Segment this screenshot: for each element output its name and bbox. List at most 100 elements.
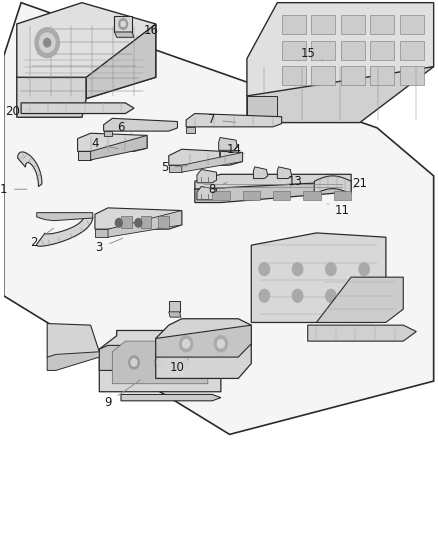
Circle shape: [121, 21, 125, 27]
Text: 3: 3: [95, 238, 123, 254]
Polygon shape: [17, 3, 156, 99]
Circle shape: [326, 289, 336, 302]
Polygon shape: [197, 169, 216, 183]
Polygon shape: [78, 133, 147, 151]
Polygon shape: [95, 208, 182, 229]
Polygon shape: [78, 151, 91, 160]
Polygon shape: [156, 325, 251, 357]
Polygon shape: [114, 16, 132, 32]
Polygon shape: [18, 152, 42, 187]
FancyBboxPatch shape: [273, 191, 290, 200]
Polygon shape: [247, 67, 434, 123]
Polygon shape: [4, 3, 434, 434]
Circle shape: [259, 263, 269, 276]
Polygon shape: [400, 66, 424, 85]
Circle shape: [359, 289, 369, 302]
FancyBboxPatch shape: [243, 191, 260, 200]
Polygon shape: [308, 325, 416, 341]
Circle shape: [214, 336, 227, 352]
Circle shape: [135, 219, 142, 227]
FancyBboxPatch shape: [141, 216, 152, 228]
Circle shape: [293, 289, 303, 302]
Polygon shape: [370, 15, 394, 34]
Polygon shape: [36, 215, 93, 246]
Polygon shape: [251, 233, 386, 322]
Polygon shape: [370, 41, 394, 60]
Text: 2: 2: [30, 228, 53, 249]
Polygon shape: [370, 66, 394, 85]
Polygon shape: [247, 96, 277, 123]
Polygon shape: [400, 41, 424, 60]
Polygon shape: [186, 127, 195, 133]
Polygon shape: [277, 167, 292, 179]
Circle shape: [183, 340, 190, 348]
Text: 7: 7: [208, 114, 236, 126]
FancyBboxPatch shape: [334, 191, 351, 200]
Polygon shape: [169, 312, 181, 317]
Circle shape: [44, 38, 51, 47]
Polygon shape: [197, 187, 216, 200]
Polygon shape: [37, 213, 93, 221]
Polygon shape: [400, 15, 424, 34]
Polygon shape: [104, 131, 112, 136]
Polygon shape: [169, 165, 182, 172]
Polygon shape: [282, 66, 306, 85]
Polygon shape: [47, 324, 99, 357]
Polygon shape: [219, 138, 237, 150]
Polygon shape: [47, 352, 99, 370]
Polygon shape: [311, 15, 335, 34]
Polygon shape: [341, 66, 364, 85]
Polygon shape: [169, 149, 243, 165]
Circle shape: [180, 336, 193, 352]
Polygon shape: [112, 341, 208, 384]
Polygon shape: [316, 277, 403, 322]
Circle shape: [326, 263, 336, 276]
Text: 20: 20: [5, 106, 27, 118]
Circle shape: [359, 263, 369, 276]
Polygon shape: [186, 114, 282, 127]
Text: 16: 16: [137, 25, 159, 37]
Circle shape: [39, 33, 55, 52]
Polygon shape: [282, 41, 306, 60]
Polygon shape: [114, 32, 134, 37]
Circle shape: [217, 340, 224, 348]
Polygon shape: [314, 176, 351, 194]
Polygon shape: [17, 77, 86, 117]
Text: 13: 13: [287, 175, 302, 188]
Polygon shape: [311, 66, 335, 85]
Circle shape: [155, 356, 165, 369]
Polygon shape: [104, 118, 177, 131]
Text: 5: 5: [161, 161, 188, 174]
Text: 4: 4: [91, 138, 118, 150]
Circle shape: [157, 359, 163, 366]
Polygon shape: [311, 41, 335, 60]
Text: 1: 1: [0, 183, 27, 196]
Text: 21: 21: [352, 177, 367, 190]
Polygon shape: [219, 150, 220, 156]
Polygon shape: [195, 181, 351, 203]
Polygon shape: [247, 3, 434, 96]
Circle shape: [181, 356, 191, 369]
FancyBboxPatch shape: [212, 191, 230, 200]
Polygon shape: [91, 135, 147, 160]
Circle shape: [119, 19, 127, 29]
Text: 11: 11: [328, 204, 350, 217]
Text: 15: 15: [300, 47, 322, 60]
Polygon shape: [121, 394, 221, 401]
Polygon shape: [156, 319, 251, 378]
Polygon shape: [182, 152, 243, 172]
Polygon shape: [169, 301, 180, 312]
Circle shape: [129, 356, 139, 369]
Polygon shape: [341, 41, 364, 60]
Polygon shape: [254, 167, 268, 179]
Text: 9: 9: [104, 380, 141, 409]
Text: 14: 14: [226, 143, 244, 156]
Polygon shape: [86, 24, 156, 99]
Polygon shape: [95, 229, 108, 237]
Polygon shape: [282, 15, 306, 34]
Polygon shape: [195, 174, 351, 189]
Circle shape: [35, 28, 59, 58]
Circle shape: [131, 359, 137, 366]
FancyBboxPatch shape: [121, 216, 132, 228]
Text: 6: 6: [117, 122, 131, 134]
